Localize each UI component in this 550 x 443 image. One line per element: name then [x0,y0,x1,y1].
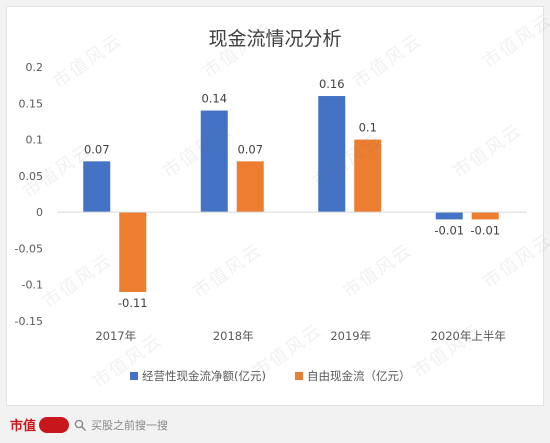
y-tick-label: -0.1 [22,279,43,292]
data-label: 0.07 [84,142,110,156]
footer-bar: 市值 买股之前搜一搜 [0,406,550,443]
legend-label: 自由现金流（亿元） [307,369,411,383]
data-label: -0.11 [118,296,148,310]
x-axis: 2017年 2018年 2019年 2020年上半年 [57,211,527,343]
y-tick-label: 0.05 [19,170,44,183]
legend-swatch [295,372,303,380]
bar-operating-cash-flow [318,96,346,213]
chart-title: 现金流情况分析 [208,28,341,50]
y-tick-label: 0.2 [26,61,44,74]
y-axis: 0.2 0.15 0.1 0.05 0 -0.05 -0.1 -0.15 [15,61,43,328]
data-label: 0.14 [201,92,227,106]
bar-operating-cash-flow [200,110,228,213]
legend-swatch [130,372,138,380]
legend: 经营性现金流净额(亿元) 自由现金流（亿元） [130,369,411,383]
data-label: 0.07 [237,142,263,156]
y-tick-label: 0 [36,206,43,219]
bar-free-cash-flow [236,161,264,213]
bar-operating-cash-flow [435,212,463,220]
chart-card: 市值风云 市值风云 市值风云 市值风云 市值风云 市值风云 市值风云 市值风云 市值风云 市值风云… [6,6,550,406]
data-label: -0.01 [470,223,500,237]
y-tick-label: 0.1 [26,134,44,147]
x-tick-label: 2019年 [330,329,371,343]
brand-logo[interactable]: 市值 [10,415,70,434]
cash-flow-chart: 现金流情况分析 0.2 0.15 0.1 0.05 0 -0.05 -0.1 -0.15 0.… [15,28,527,383]
search-bar[interactable]: 买股之前搜一搜 [74,414,168,436]
x-tick-label: 2018年 [213,329,254,343]
y-tick-label: -0.15 [15,315,43,328]
x-tick-label: 2020年上半年 [431,329,506,343]
data-label: -0.01 [434,223,464,237]
bar-free-cash-flow [354,139,382,213]
y-tick-label: -0.05 [15,242,43,255]
data-label: 0.1 [359,121,377,135]
bar-operating-cash-flow [83,161,111,213]
bar-free-cash-flow [471,212,499,220]
bar-free-cash-flow [119,212,147,292]
search-placeholder: 买股之前搜一搜 [91,419,168,432]
data-label: 0.16 [319,77,345,91]
fengyun-logo-badge-icon [39,416,70,433]
search-icon [74,419,86,431]
legend-label: 经营性现金流净额(亿元) [142,369,266,383]
y-tick-label: 0.15 [19,97,44,110]
bars-group: 0.07 -0.11 0.14 0.07 0.16 0.1 -0.01 -0.01 [83,77,500,310]
brand-text: 市值 [10,419,37,434]
x-tick-label: 2017年 [95,329,136,343]
